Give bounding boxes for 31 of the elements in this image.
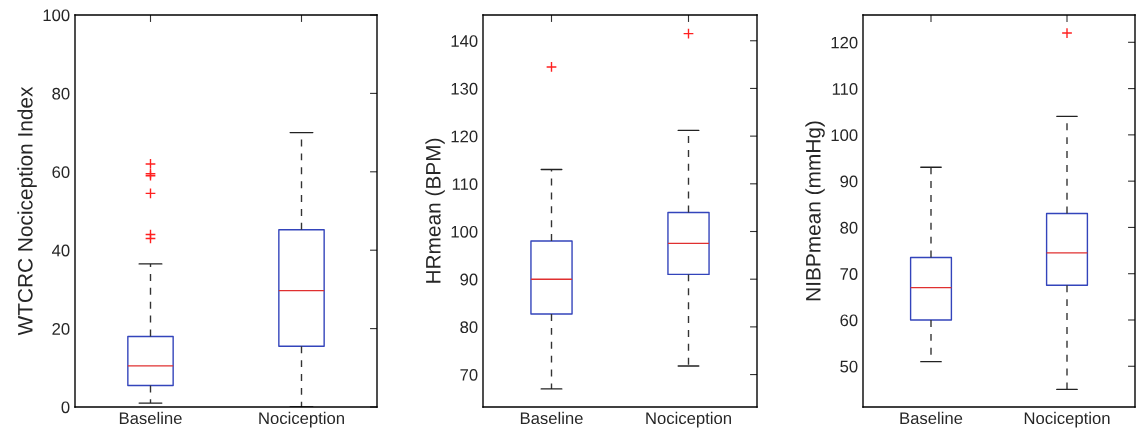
y-tick-label: 60 — [52, 166, 70, 178]
y-tick-label: 120 — [451, 130, 478, 143]
y-tick-label: 70 — [840, 268, 858, 280]
x-tick-label: Nociception — [1024, 411, 1110, 428]
y-tick-label: 100 — [43, 9, 70, 22]
y-tick-label: 130 — [451, 82, 478, 95]
x-tick-label: Baseline — [119, 411, 182, 425]
y-tick-label: 80 — [52, 87, 70, 100]
x-tick-label: Baseline — [900, 411, 963, 425]
x-tick-label: Nociception — [646, 411, 731, 428]
y-tick-label: 120 — [831, 36, 858, 49]
x-tick-label: Baseline — [520, 411, 583, 425]
x-tick-label: Nociception — [259, 411, 344, 428]
y-tick-label: 90 — [840, 175, 858, 188]
y-axis-title: NIBPmean (mmHg) — [805, 121, 825, 301]
y-tick-label: 90 — [460, 273, 478, 286]
y-tick-label: 100 — [451, 225, 478, 238]
y-tick-label: 0 — [61, 401, 70, 414]
y-tick-label: 60 — [840, 314, 858, 327]
y-tick-label: 100 — [831, 129, 858, 142]
y-tick-label: 140 — [451, 35, 478, 47]
y-tick-label: 80 — [460, 321, 478, 334]
y-axis-title: WTCRC Nociception Index — [17, 86, 37, 336]
y-tick-label: 70 — [460, 368, 478, 381]
y-tick-label: 50 — [840, 360, 858, 373]
y-tick-label: 80 — [840, 221, 858, 234]
y-tick-label: 110 — [832, 82, 858, 95]
y-axis-title: HRmean (BPM) — [425, 138, 445, 283]
y-tick-label: 20 — [52, 323, 70, 335]
y-tick-label: 40 — [51, 244, 70, 257]
y-tick-label: 110 — [452, 178, 478, 191]
